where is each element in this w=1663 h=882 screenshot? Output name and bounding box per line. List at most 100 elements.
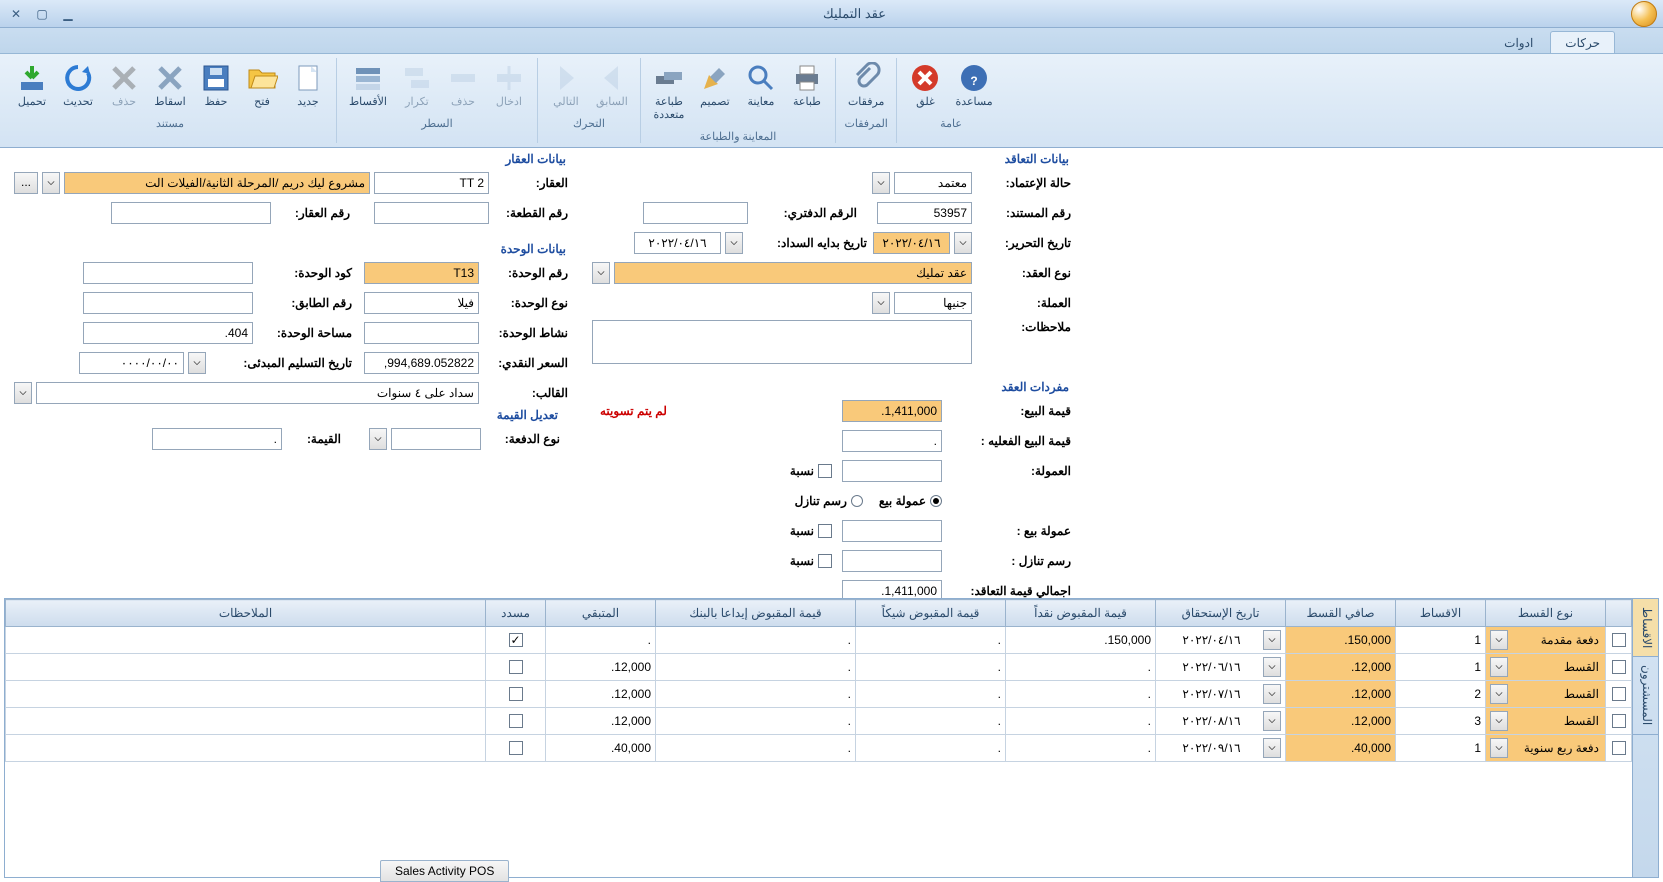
cell-type-dropdown[interactable]: [1490, 657, 1508, 677]
row-select-check[interactable]: [1612, 741, 1626, 755]
col-inst[interactable]: الاقساط: [1396, 600, 1486, 627]
col-cash[interactable]: قيمة المقبوض نقداً: [1006, 600, 1156, 627]
print-multi-button[interactable]: طباعة متعددة: [647, 58, 691, 126]
table-row[interactable]: دفعة مقدمة1150,000.٢٠٢٢/٠٤/١٦150,000....: [6, 627, 1632, 654]
paid-check[interactable]: [509, 687, 523, 701]
row-select-check[interactable]: [1612, 660, 1626, 674]
col-type[interactable]: نوع القسط: [1486, 600, 1606, 627]
sales-activity-pos-button[interactable]: Sales Activity POS: [380, 860, 509, 882]
side-tab-buyers[interactable]: المسشترون: [1633, 657, 1658, 734]
unit-area-field[interactable]: [83, 322, 253, 344]
sale-value-field[interactable]: [842, 400, 942, 422]
paid-check[interactable]: [509, 633, 523, 647]
doc-number-field[interactable]: [877, 202, 972, 224]
plot-number-field[interactable]: [374, 202, 489, 224]
col-notes[interactable]: الملاحظات: [6, 600, 486, 627]
book-number-field[interactable]: [643, 202, 748, 224]
col-bank[interactable]: قيمة المقبوض إيداعا بالبنك: [656, 600, 856, 627]
row-select-check[interactable]: [1612, 687, 1626, 701]
table-row[interactable]: دفعة ربع سنوية140,000.٢٠٢٢/٠٩/١٦...40,00…: [6, 735, 1632, 762]
col-remaining[interactable]: المتبقي: [546, 600, 656, 627]
cell-due-picker[interactable]: [1263, 711, 1281, 731]
cell-notes[interactable]: [6, 681, 486, 708]
doc-save-button[interactable]: حفظ: [194, 58, 238, 113]
cell-due-picker[interactable]: [1263, 684, 1281, 704]
cell-notes[interactable]: [6, 627, 486, 654]
table-row[interactable]: القسط112,000.٢٠٢٢/٠٦/١٦...12,000.: [6, 654, 1632, 681]
row-select-check[interactable]: [1612, 714, 1626, 728]
app-orb[interactable]: [1631, 1, 1657, 27]
paid-check[interactable]: [509, 741, 523, 755]
waiver-pct-check[interactable]: [818, 554, 832, 568]
doc-refresh-button[interactable]: تحديث: [56, 58, 100, 113]
row-installments-button[interactable]: الأقساط: [343, 58, 393, 113]
design-button[interactable]: تصميم: [693, 58, 737, 126]
notes-field[interactable]: [592, 320, 972, 364]
close-window-button[interactable]: ✕: [10, 7, 22, 21]
property-name-field[interactable]: [64, 172, 370, 194]
waiver-fee-radio[interactable]: [851, 495, 863, 507]
cell-due-picker[interactable]: [1263, 657, 1281, 677]
sale-commission-field[interactable]: [842, 520, 942, 542]
tab-transactions[interactable]: حركات: [1550, 31, 1615, 53]
table-row[interactable]: القسط312,000.٢٠٢٢/٠٨/١٦...12,000.: [6, 708, 1632, 735]
salecomm-pct-check[interactable]: [818, 524, 832, 538]
cell-notes[interactable]: [6, 708, 486, 735]
print-button[interactable]: طباعة: [785, 58, 829, 126]
unit-activity-field[interactable]: [364, 322, 479, 344]
paystart-date-picker[interactable]: [725, 232, 743, 254]
currency-field[interactable]: [894, 292, 972, 314]
actual-sale-field[interactable]: [842, 430, 942, 452]
commission-field[interactable]: [842, 460, 942, 482]
minimize-button[interactable]: ▁: [62, 7, 74, 21]
help-button[interactable]: ?مساعدة: [949, 58, 998, 113]
cash-price-field[interactable]: [364, 352, 479, 374]
tab-tools[interactable]: ادوات: [1489, 31, 1548, 53]
edit-date-picker[interactable]: [954, 232, 972, 254]
row-select-check[interactable]: [1612, 633, 1626, 647]
contract-type-dropdown[interactable]: [592, 262, 610, 284]
approval-status-dropdown[interactable]: [872, 172, 890, 194]
commission-pct-check[interactable]: [818, 464, 832, 478]
doc-load-button[interactable]: تحميل: [10, 58, 54, 113]
cell-type-dropdown[interactable]: [1490, 684, 1508, 704]
cell-type-dropdown[interactable]: [1490, 738, 1508, 758]
delivery-date-field[interactable]: [79, 352, 184, 374]
property-lookup-dropdown[interactable]: [42, 172, 60, 194]
unit-number-field[interactable]: [364, 262, 479, 284]
col-select[interactable]: [1606, 600, 1632, 627]
delivery-date-picker[interactable]: [188, 352, 206, 374]
adjust-value-field[interactable]: [152, 428, 282, 450]
col-net[interactable]: صافي القسط: [1286, 600, 1396, 627]
unit-code-field[interactable]: [83, 262, 253, 284]
doc-drop-button[interactable]: اسقاط: [148, 58, 192, 113]
property-number-field[interactable]: [111, 202, 271, 224]
paid-check[interactable]: [509, 660, 523, 674]
col-chk[interactable]: قيمة المقبوض شيكاً: [856, 600, 1006, 627]
table-row[interactable]: القسط212,000.٢٠٢٢/٠٧/١٦...12,000.: [6, 681, 1632, 708]
paystart-date-field[interactable]: [634, 232, 721, 254]
preview-button[interactable]: معاينة: [739, 58, 783, 126]
approval-status-field[interactable]: [894, 172, 972, 194]
template-field[interactable]: [36, 382, 479, 404]
payment-type-dropdown[interactable]: [369, 428, 387, 450]
col-paid[interactable]: مسدد: [486, 600, 546, 627]
cell-notes[interactable]: [6, 735, 486, 762]
paid-check[interactable]: [509, 714, 523, 728]
currency-dropdown[interactable]: [872, 292, 890, 314]
cell-notes[interactable]: [6, 654, 486, 681]
property-code-field[interactable]: [374, 172, 489, 194]
side-tab-installments[interactable]: الاقساط: [1633, 599, 1658, 657]
sale-commission-radio[interactable]: [930, 495, 942, 507]
cell-due-picker[interactable]: [1263, 630, 1281, 650]
floor-number-field[interactable]: [83, 292, 253, 314]
unit-type-field[interactable]: [364, 292, 479, 314]
cell-due-picker[interactable]: [1263, 738, 1281, 758]
contract-type-field[interactable]: [614, 262, 972, 284]
attachments-button[interactable]: مرفقات: [842, 58, 891, 113]
property-browse-button[interactable]: ...: [14, 172, 38, 194]
template-dropdown[interactable]: [14, 382, 32, 404]
payment-type-field[interactable]: [391, 428, 481, 450]
cell-type-dropdown[interactable]: [1490, 711, 1508, 731]
doc-open-button[interactable]: فتح: [240, 58, 284, 113]
